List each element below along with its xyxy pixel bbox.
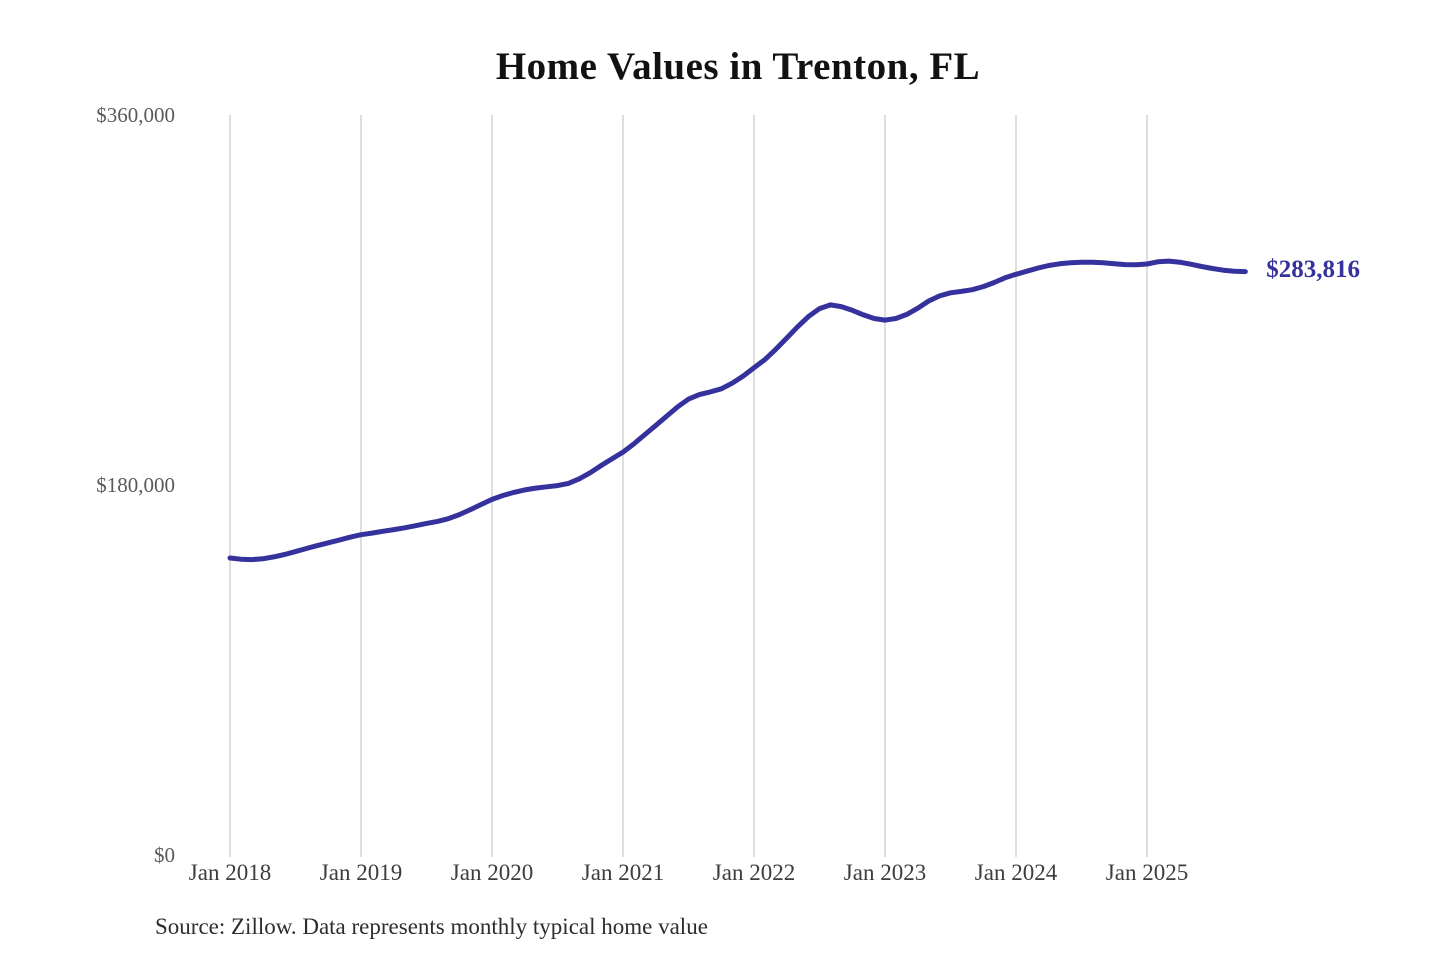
chart-title: Home Values in Trenton, FL <box>495 45 981 88</box>
x-tick-label: Jan 2024 <box>974 860 1058 885</box>
y-tick-label: $360,000 <box>96 103 175 127</box>
source-note: Source: Zillow. Data represents monthly … <box>155 914 708 939</box>
year-gridlines <box>229 115 1148 857</box>
y-tick-label: $0 <box>154 843 175 867</box>
x-tick-label: Jan 2020 <box>450 860 534 885</box>
y-tick-label: $180,000 <box>96 473 175 497</box>
latest-value-label: $283,816 <box>1266 255 1360 283</box>
x-tick-label: Jan 2023 <box>843 860 927 885</box>
x-tick-label: Jan 2018 <box>188 860 272 885</box>
x-tick-label: Jan 2021 <box>581 860 665 885</box>
x-tick-label: Jan 2019 <box>319 860 403 885</box>
home-value-trend-line <box>227 258 1248 563</box>
x-tick-label: Jan 2022 <box>712 860 796 885</box>
x-tick-label: Jan 2025 <box>1105 860 1189 885</box>
